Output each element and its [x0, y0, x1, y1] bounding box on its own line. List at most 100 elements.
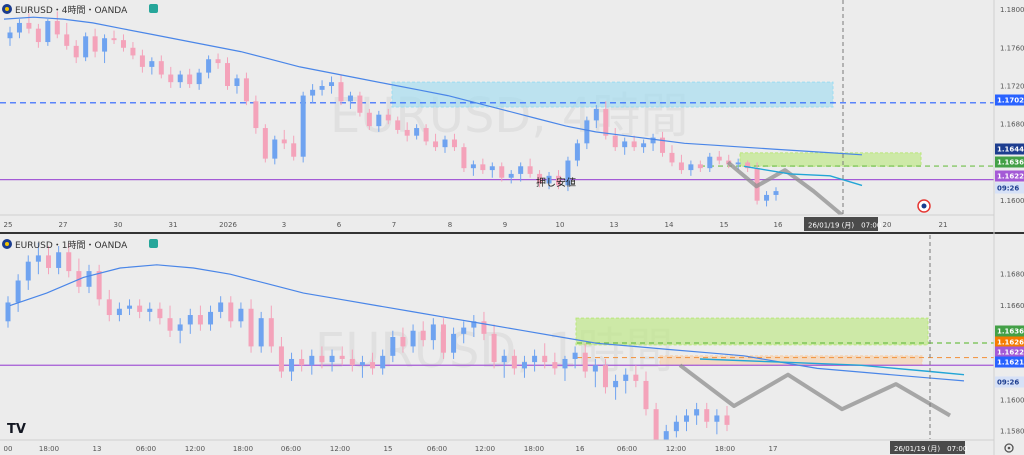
projection-cyan-line — [743, 165, 863, 187]
candle-body — [678, 162, 684, 171]
candle-body — [329, 355, 335, 363]
candle-body — [631, 141, 637, 148]
price-tag-label: 1.16362 — [997, 159, 1024, 167]
top-symbol-header[interactable]: EURUSD・4時間・OANDA — [2, 4, 158, 16]
time-tick-label: 8 — [448, 221, 452, 229]
time-tick-label: 13 — [610, 221, 619, 229]
candle-body — [130, 47, 136, 56]
candle-body — [54, 21, 60, 35]
time-tick-label: 14 — [665, 221, 674, 229]
candle-body — [527, 166, 533, 174]
candle-body — [390, 337, 396, 356]
candle-body — [735, 162, 741, 165]
price-tick-label: 1.17200 — [1000, 83, 1024, 91]
candle-body — [508, 173, 514, 178]
candle-body — [45, 21, 51, 43]
time-tick-label: 31 — [169, 221, 178, 229]
bottom-panel[interactable]: EURUSD, 1時間 EURUSD・1時間・OANDA TV — [0, 235, 994, 450]
candle-body — [582, 352, 588, 372]
candle-body — [238, 308, 244, 322]
candle-body — [593, 108, 599, 121]
eurusd-flag-inner-icon — [5, 242, 9, 246]
candle-body — [268, 318, 274, 347]
projection-cyan-line — [699, 358, 965, 376]
candle-body — [663, 431, 669, 441]
moving-average-line — [9, 264, 965, 382]
candle-body — [5, 302, 11, 322]
candle-body — [612, 135, 618, 148]
top-alert-icon[interactable] — [917, 199, 931, 213]
candle-body — [511, 355, 517, 369]
candle-body — [83, 36, 89, 58]
candle-body — [704, 409, 710, 422]
candle-body — [404, 129, 410, 136]
time-tick-label: 13 — [93, 445, 102, 453]
time-tick-label: 6 — [337, 221, 342, 229]
candle-body — [688, 164, 694, 171]
candle-body — [289, 358, 295, 372]
candle-body — [376, 114, 382, 127]
top-annotation-oshi-yasune: 押し安値 — [536, 176, 576, 189]
bottom-symbol-header[interactable]: EURUSD・1時間・OANDA — [2, 239, 158, 251]
candle-body — [158, 61, 164, 75]
candle-body — [669, 152, 675, 163]
price-tag-green — [995, 325, 1024, 337]
bottom-time-ticks: 00 18:00 13 06:00 12:00 18:00 06:00 12:00 15 06:0… — [4, 445, 778, 453]
candle-body — [339, 355, 345, 359]
time-tick-label: 7 — [392, 221, 396, 229]
candle-body — [451, 333, 457, 353]
candle-body — [16, 22, 22, 33]
candle-body — [440, 324, 446, 353]
candle-body — [673, 421, 679, 432]
candle-body — [707, 156, 713, 169]
candle-body — [480, 164, 486, 171]
candle-body — [102, 38, 108, 52]
price-tag-time — [995, 376, 1024, 388]
price-tag-label: 1.16362 — [997, 328, 1024, 336]
time-tick-label: 12:00 — [330, 445, 350, 453]
price-tag-purple — [995, 346, 1024, 358]
candle-body — [773, 191, 779, 195]
bottom-price-axis[interactable]: 1.168001.166001.164001.160001.158001.163… — [995, 271, 1024, 436]
candle-body — [111, 38, 117, 41]
candle-body — [92, 36, 98, 52]
price-tag-label: 1.16214 — [997, 359, 1024, 367]
candle-body — [491, 333, 497, 363]
candle-body — [243, 78, 249, 102]
price-tag-label: 1.17024 — [997, 97, 1024, 105]
candle-body — [613, 380, 619, 388]
price-tag-dark — [995, 143, 1024, 155]
time-tick-label: 06:00 — [136, 445, 156, 453]
candle-body — [349, 358, 355, 366]
bottom-levels — [0, 342, 994, 366]
top-panel[interactable]: EURUSD, 4時間 押し安値 EURUSD・4時間・OANDA — [0, 0, 994, 217]
candle-body — [281, 139, 287, 144]
candle-body — [299, 358, 305, 366]
time-tick-label: 06:00 — [281, 445, 301, 453]
settings-gear-icon[interactable] — [1004, 443, 1014, 453]
price-tag-blue — [995, 94, 1024, 106]
candle-body — [537, 173, 543, 184]
candle-body — [420, 330, 426, 341]
candle-body — [521, 362, 527, 369]
tradingview-logo[interactable]: TV — [7, 422, 26, 437]
candle-body — [622, 141, 628, 148]
candle-body — [764, 194, 770, 201]
candle-body — [653, 409, 659, 441]
moving-average-line — [3, 16, 863, 156]
candle-body — [660, 137, 666, 153]
candle-body — [603, 108, 609, 136]
candle-body — [177, 324, 183, 331]
top-time-axis[interactable]: 25 27 30 31 2026 3 6 7 8 9 10 13 14 15 16 20 21 26/01/19… — [0, 214, 994, 232]
time-tick-label: 3 — [282, 221, 286, 229]
candle-body — [584, 120, 590, 144]
candle-body — [206, 59, 212, 73]
time-tick-label: 12:00 — [666, 445, 686, 453]
bottom-time-axis[interactable]: 00 18:00 13 06:00 12:00 18:00 06:00 12:00 15 06:0… — [0, 439, 1014, 455]
candle-body — [35, 28, 41, 43]
top-price-axis[interactable]: 1.180001.176001.172001.168001.164001.160… — [995, 6, 1024, 205]
candle-body — [228, 302, 234, 322]
time-tick-label: 21 — [939, 221, 948, 229]
